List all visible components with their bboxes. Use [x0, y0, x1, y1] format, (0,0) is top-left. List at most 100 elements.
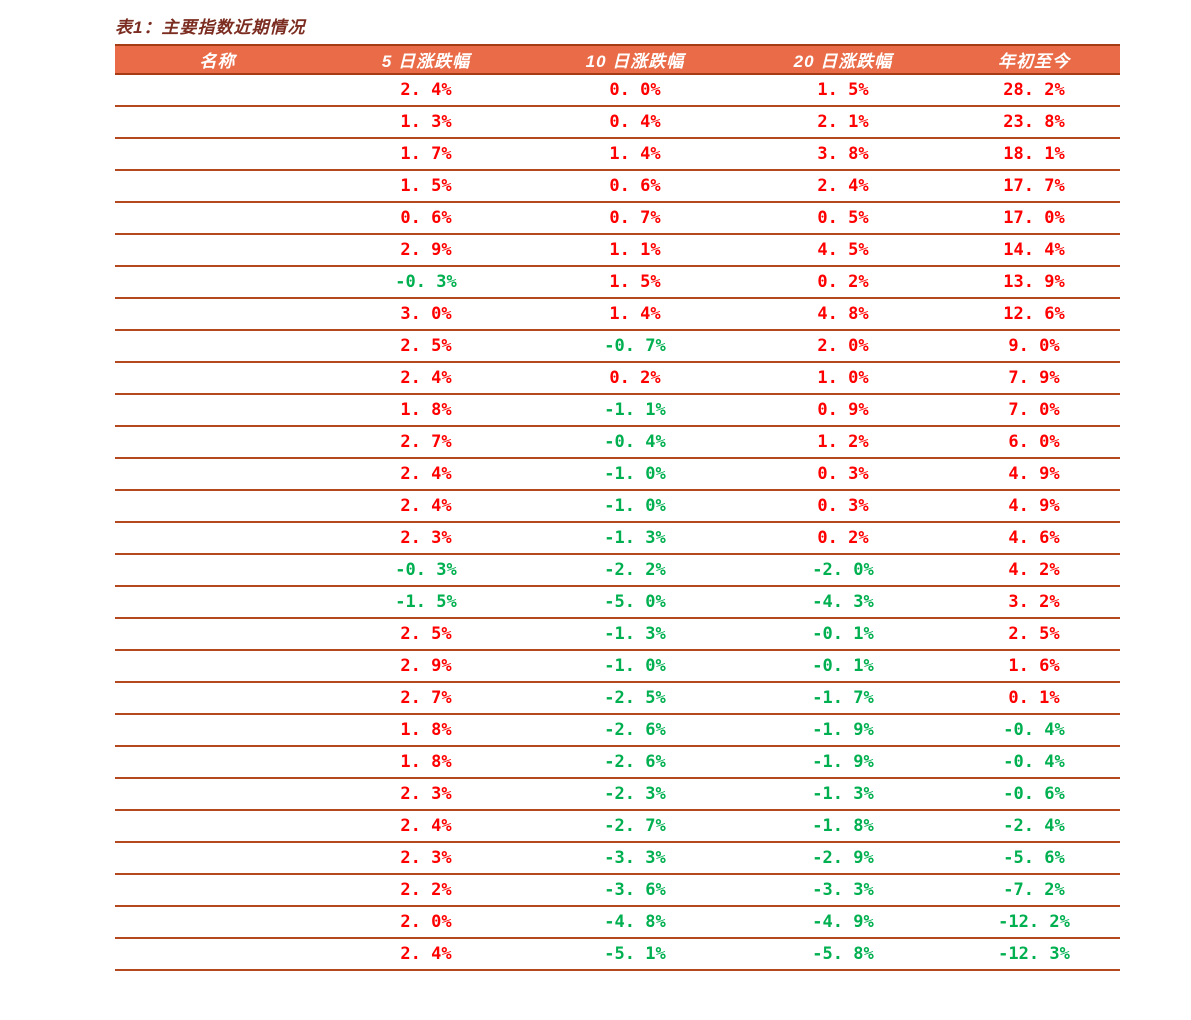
- name-cell: [115, 362, 320, 395]
- value-cell: 0. 0%: [532, 74, 738, 107]
- value-cell: 7. 0%: [948, 394, 1120, 427]
- value-cell: 2. 3%: [320, 778, 532, 811]
- value-cell: -5. 0%: [532, 586, 738, 619]
- table-row: 2. 3% -3. 3% -2. 9% -5. 6%: [115, 842, 1120, 875]
- value-cell: 4. 6%: [948, 522, 1120, 555]
- name-cell: [115, 554, 320, 587]
- value-cell: 18. 1%: [948, 138, 1120, 171]
- value-cell: -1. 9%: [738, 714, 948, 747]
- name-cell: [115, 842, 320, 875]
- name-cell: [115, 426, 320, 459]
- table-row: 2. 7% -0. 4% 1. 2% 6. 0%: [115, 426, 1120, 459]
- value-cell: 4. 5%: [738, 234, 948, 267]
- value-cell: -1. 3%: [532, 522, 738, 555]
- name-cell: [115, 778, 320, 811]
- value-cell: 1. 8%: [320, 714, 532, 747]
- value-cell: -1. 5%: [320, 586, 532, 619]
- value-cell: -7. 2%: [948, 874, 1120, 907]
- table-row: 2. 9% 1. 1% 4. 5% 14. 4%: [115, 234, 1120, 267]
- value-cell: 1. 5%: [738, 74, 948, 107]
- value-cell: 0. 9%: [738, 394, 948, 427]
- value-cell: -1. 8%: [738, 810, 948, 843]
- value-cell: 0. 5%: [738, 202, 948, 235]
- value-cell: 1. 0%: [738, 362, 948, 395]
- value-cell: 0. 7%: [532, 202, 738, 235]
- name-cell: [115, 138, 320, 171]
- col-header-10d-change: 10 日涨跌幅: [532, 44, 738, 75]
- table-row: 2. 4% -2. 7% -1. 8% -2. 4%: [115, 810, 1120, 843]
- value-cell: 9. 0%: [948, 330, 1120, 363]
- value-cell: 0. 6%: [320, 202, 532, 235]
- value-cell: -2. 0%: [738, 554, 948, 587]
- value-cell: 23. 8%: [948, 106, 1120, 139]
- value-cell: -0. 3%: [320, 554, 532, 587]
- value-cell: 0. 3%: [738, 490, 948, 523]
- value-cell: 0. 2%: [738, 266, 948, 299]
- value-cell: 2. 9%: [320, 650, 532, 683]
- table-row: 2. 5% -0. 7% 2. 0% 9. 0%: [115, 330, 1120, 363]
- table-row: 0. 6% 0. 7% 0. 5% 17. 0%: [115, 202, 1120, 235]
- table-row: 2. 9% -1. 0% -0. 1% 1. 6%: [115, 650, 1120, 683]
- value-cell: 4. 9%: [948, 458, 1120, 491]
- value-cell: -1. 0%: [532, 650, 738, 683]
- value-cell: 2. 5%: [320, 330, 532, 363]
- name-cell: [115, 618, 320, 651]
- value-cell: 1. 7%: [320, 138, 532, 171]
- name-cell: [115, 522, 320, 555]
- value-cell: -0. 3%: [320, 266, 532, 299]
- value-cell: 2. 4%: [738, 170, 948, 203]
- value-cell: -3. 6%: [532, 874, 738, 907]
- value-cell: -0. 7%: [532, 330, 738, 363]
- table-row: -0. 3% -2. 2% -2. 0% 4. 2%: [115, 554, 1120, 587]
- value-cell: 1. 1%: [532, 234, 738, 267]
- table-row: 2. 4% 0. 2% 1. 0% 7. 9%: [115, 362, 1120, 395]
- value-cell: 4. 9%: [948, 490, 1120, 523]
- value-cell: 1. 5%: [532, 266, 738, 299]
- name-cell: [115, 234, 320, 267]
- value-cell: -0. 1%: [738, 618, 948, 651]
- value-cell: -2. 6%: [532, 746, 738, 779]
- value-cell: -4. 9%: [738, 906, 948, 939]
- value-cell: 2. 2%: [320, 874, 532, 907]
- name-cell: [115, 938, 320, 971]
- value-cell: -2. 3%: [532, 778, 738, 811]
- value-cell: 0. 2%: [738, 522, 948, 555]
- value-cell: 2. 4%: [320, 458, 532, 491]
- name-cell: [115, 714, 320, 747]
- value-cell: 3. 8%: [738, 138, 948, 171]
- value-cell: 2. 7%: [320, 426, 532, 459]
- table-row: 2. 4% -1. 0% 0. 3% 4. 9%: [115, 490, 1120, 523]
- col-header-ytd: 年初至今: [948, 44, 1120, 75]
- value-cell: -1. 0%: [532, 490, 738, 523]
- table-row: 2. 4% -5. 1% -5. 8% -12. 3%: [115, 938, 1120, 971]
- value-cell: 1. 3%: [320, 106, 532, 139]
- table-row: 2. 5% -1. 3% -0. 1% 2. 5%: [115, 618, 1120, 651]
- value-cell: -0. 4%: [532, 426, 738, 459]
- table-row: 2. 3% -1. 3% 0. 2% 4. 6%: [115, 522, 1120, 555]
- name-cell: [115, 810, 320, 843]
- value-cell: 0. 3%: [738, 458, 948, 491]
- value-cell: -2. 9%: [738, 842, 948, 875]
- name-cell: [115, 874, 320, 907]
- value-cell: 2. 3%: [320, 842, 532, 875]
- table-row: 1. 8% -2. 6% -1. 9% -0. 4%: [115, 714, 1120, 747]
- value-cell: 2. 4%: [320, 938, 532, 971]
- table-row: 2. 4% 0. 0% 1. 5% 28. 2%: [115, 74, 1120, 107]
- value-cell: -2. 2%: [532, 554, 738, 587]
- name-cell: [115, 458, 320, 491]
- value-cell: 2. 0%: [738, 330, 948, 363]
- value-cell: -1. 3%: [532, 618, 738, 651]
- col-header-20d-change: 20 日涨跌幅: [738, 44, 948, 75]
- col-header-name: 名称: [115, 44, 320, 75]
- value-cell: -0. 1%: [738, 650, 948, 683]
- table-row: 1. 8% -2. 6% -1. 9% -0. 4%: [115, 746, 1120, 779]
- value-cell: 4. 8%: [738, 298, 948, 331]
- value-cell: 2. 9%: [320, 234, 532, 267]
- name-cell: [115, 906, 320, 939]
- value-cell: 2. 0%: [320, 906, 532, 939]
- value-cell: 12. 6%: [948, 298, 1120, 331]
- value-cell: 3. 2%: [948, 586, 1120, 619]
- table-body: 2. 4% 0. 0% 1. 5% 28. 2% 1. 3% 0. 4% 2. 1% 23. …: [115, 74, 1120, 971]
- value-cell: -1. 9%: [738, 746, 948, 779]
- table-row: 1. 8% -1. 1% 0. 9% 7. 0%: [115, 394, 1120, 427]
